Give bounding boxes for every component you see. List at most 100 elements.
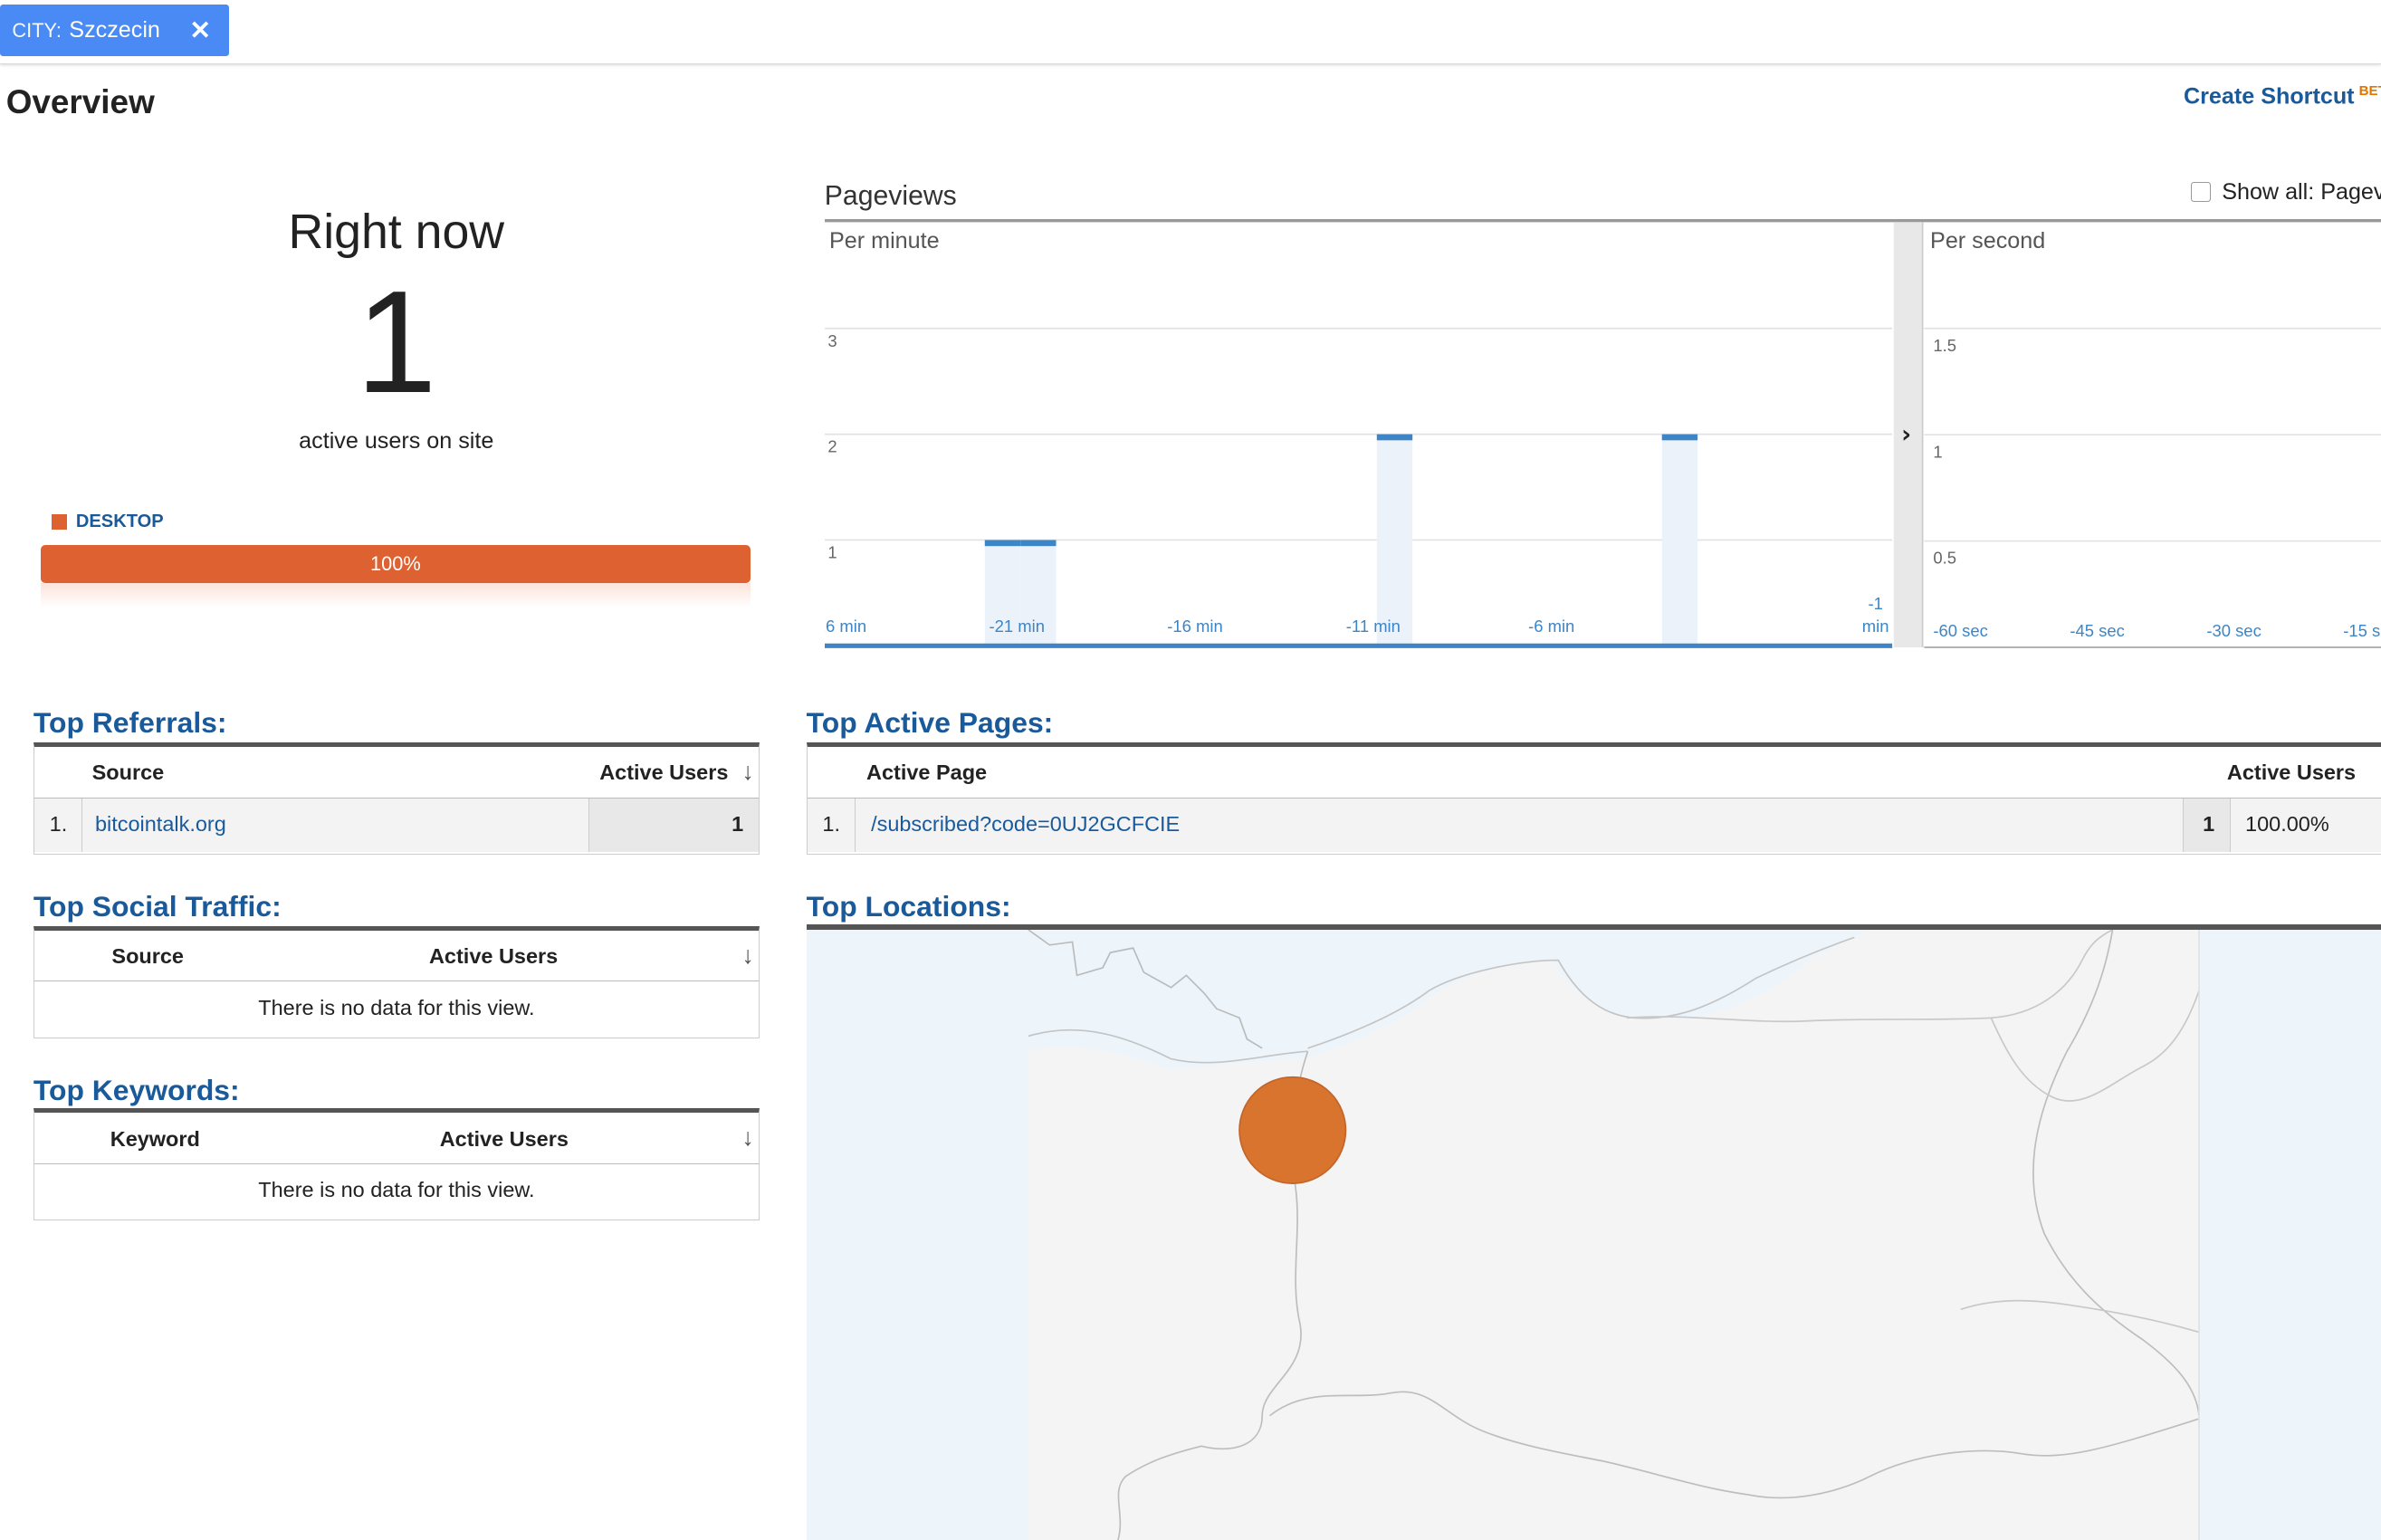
referral-users: 1	[732, 812, 744, 837]
per-minute-x-ticks: -26 min -21 min -16 min -11 min -6 min -1 min	[825, 594, 1889, 636]
y-tick-label: 1.5	[1933, 335, 1956, 354]
x-tick-label-part: min	[1862, 617, 1889, 636]
device-share-bar: 100%	[41, 545, 751, 584]
per-minute-y-ticks: 1 2 3	[827, 330, 837, 561]
per-minute-title: Per minute	[829, 227, 940, 253]
table-header: Active Page Active Users	[807, 747, 2381, 799]
y-tick-label: 3	[827, 330, 837, 349]
top-active-pages-table: Active Page Active Users 1. /subscribed?…	[806, 742, 2381, 855]
active-page-link[interactable]: /subscribed?code=0UJ2GCFCIE	[871, 812, 1181, 837]
col-active-users[interactable]: Active Users	[428, 944, 559, 969]
per-minute-grid	[824, 327, 1892, 540]
pageviews-chart: 123 -26 min-21 min-16 min-11 min-6 min-1…	[824, 218, 2381, 648]
col-active-page[interactable]: Active Page	[866, 760, 988, 785]
bar-cap-1	[984, 539, 1020, 546]
device-legend: DESKTOP	[52, 512, 164, 532]
coastline-west	[1028, 929, 1263, 1049]
table-header: Keyword Active Users ↓	[33, 1113, 759, 1164]
sort-down-icon[interactable]: ↓	[741, 1124, 754, 1152]
filter-value: Szczecin	[69, 17, 160, 43]
x-tick-label: -45 sec	[2070, 621, 2124, 640]
show-all-toggle[interactable]: Show all: Pageviews	[2191, 179, 2381, 206]
referral-source-link[interactable]: bitcointalk.org	[94, 812, 226, 837]
top-active-pages-title: Top Active Pages:	[806, 705, 1054, 739]
chart-divider[interactable]	[1893, 221, 1923, 647]
device-bar-reflection	[41, 583, 751, 607]
map-svg	[1028, 929, 2200, 1540]
baltic-sea	[1028, 929, 1869, 1069]
beta-badge: BETA	[2358, 83, 2381, 100]
border-east	[2032, 929, 2200, 1416]
create-shortcut-label: Create Shortcut	[2183, 83, 2355, 110]
x-tick-label: -6 min	[1528, 617, 1574, 636]
bar-1	[984, 539, 1020, 646]
top-keywords-title: Top Keywords:	[33, 1073, 240, 1106]
page-title: Overview	[5, 83, 155, 121]
bar-cap-3	[1376, 434, 1412, 440]
bar-2	[1019, 539, 1057, 646]
active-page-percent: 100.00%	[2245, 812, 2329, 837]
per-second-grid	[1924, 327, 2381, 541]
location-marker[interactable]	[1238, 1076, 1346, 1184]
x-tick-label: -11 min	[1346, 617, 1401, 636]
per-minute-bars	[984, 434, 1697, 646]
x-tick-label: -21 min	[989, 617, 1044, 636]
col-keyword[interactable]: Keyword	[110, 1126, 200, 1151]
close-icon[interactable]: ✕	[189, 15, 212, 45]
y-tick-label: 1	[1933, 442, 1942, 461]
polish-coast	[1306, 936, 1855, 1049]
pageviews-title: Pageviews	[824, 180, 957, 211]
bar-3	[1376, 434, 1412, 646]
device-label: DESKTOP	[75, 512, 164, 532]
city-filter-chip[interactable]: CITY: Szczecin ✕	[0, 5, 230, 57]
sort-down-icon[interactable]: ↓	[741, 757, 754, 785]
bar-cap-2	[1019, 539, 1057, 546]
show-all-label: Show all: Pageviews	[2222, 178, 2381, 205]
create-shortcut-link[interactable]: Create ShortcutBETA	[2184, 83, 2381, 110]
x-tick-label: -16 min	[1167, 617, 1222, 636]
per-second-title: Per second	[1930, 227, 2045, 253]
col-active-users[interactable]: Active Users	[2226, 760, 2357, 785]
table-row: 1. /subscribed?code=0UJ2GCFCIE 1 100.00%	[807, 799, 2381, 852]
top-locations-title: Top Locations:	[806, 889, 1011, 923]
sort-down-icon[interactable]: ↓	[741, 941, 754, 969]
top-referrals-table: Source Active Users ↓ 1. bitcointalk.org…	[33, 742, 760, 855]
no-data-message: There is no data for this view.	[258, 996, 535, 1020]
right-now-label: Right now	[288, 204, 505, 259]
col-source[interactable]: Source	[91, 760, 165, 785]
coastline-south	[1028, 1028, 1308, 1063]
locations-divider	[806, 924, 2381, 930]
active-page-users: 1	[2203, 812, 2215, 837]
top-keywords-table: Keyword Active Users ↓ There is no data …	[33, 1108, 760, 1220]
y-tick-label: 0.5	[1933, 548, 1956, 567]
border-northeast	[1626, 929, 2113, 1022]
x-tick-label: -30 sec	[2206, 621, 2261, 640]
desktop-swatch	[52, 514, 67, 531]
table-row: 1. bitcointalk.org 1	[33, 799, 759, 852]
show-all-checkbox[interactable]	[2191, 182, 2212, 203]
bar-4	[1661, 434, 1697, 646]
x-tick-label: -15 sec	[2343, 621, 2381, 640]
col-source[interactable]: Source	[111, 944, 184, 969]
bar-cap-4	[1661, 434, 1697, 440]
filter-key: CITY:	[12, 18, 62, 42]
locations-map[interactable]	[806, 929, 2381, 1540]
col-active-users[interactable]: Active Users	[599, 760, 729, 785]
border-kaliningrad	[1990, 990, 2200, 1102]
active-users-count: 1	[355, 261, 437, 425]
border-south	[1268, 1390, 2199, 1498]
per-second-y-ticks: 0.5 1 1.5	[1933, 335, 1956, 567]
top-referrals-title: Top Referrals:	[33, 705, 227, 739]
row-rank: 1.	[49, 812, 68, 837]
table-header: Source Active Users ↓	[33, 747, 759, 799]
per-second-x-ticks: -60 sec -45 sec -30 sec -15 sec	[1933, 621, 2381, 640]
top-social-table: Source Active Users ↓ There is no data f…	[33, 926, 760, 1038]
x-tick-label: -60 sec	[1933, 621, 1987, 640]
chevron-right-icon[interactable]: ›	[1901, 420, 1911, 448]
row-rank: 1.	[822, 812, 840, 837]
top-social-title: Top Social Traffic:	[33, 889, 282, 923]
col-active-users[interactable]: Active Users	[439, 1126, 569, 1151]
y-tick-label: 1	[827, 542, 837, 561]
no-data-message: There is no data for this view.	[258, 1178, 535, 1202]
table-header: Source Active Users ↓	[33, 931, 759, 982]
